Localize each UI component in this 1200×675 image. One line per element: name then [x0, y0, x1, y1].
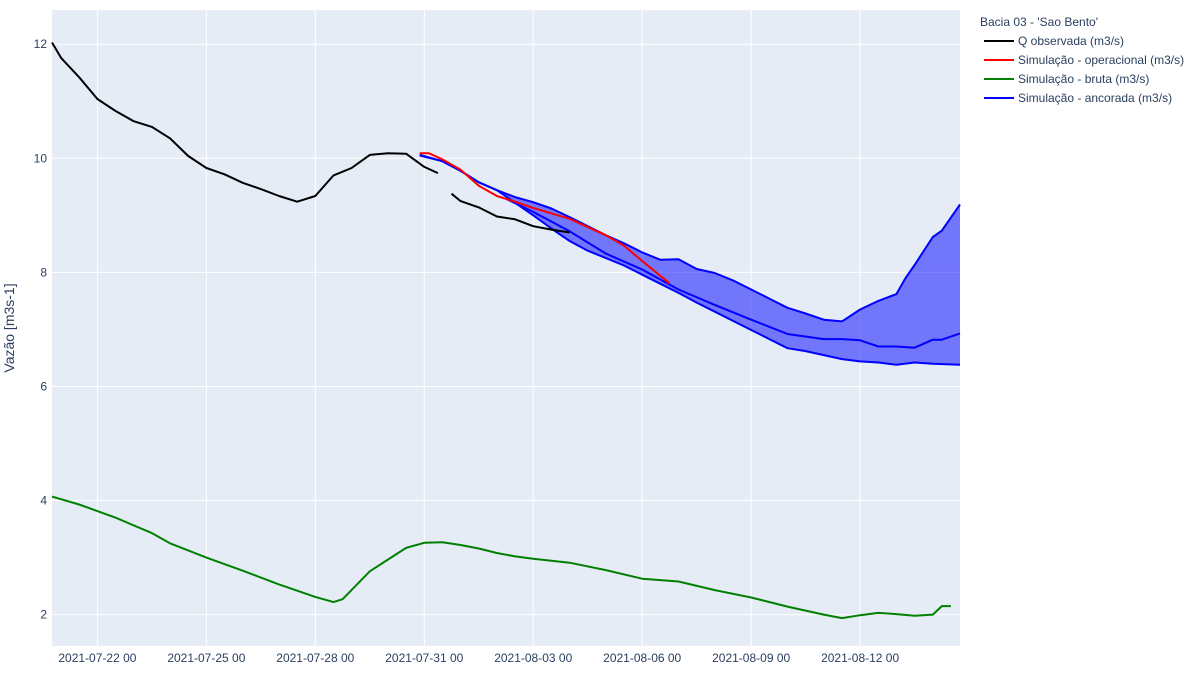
legend-item[interactable]: Simulação - operacional (m3/s)	[984, 53, 1184, 67]
legend-title: Bacia 03 - 'Sao Bento'	[980, 15, 1098, 29]
y-axis-title: Vazão [m3s-1]	[1, 283, 17, 372]
ancorada-middle-line	[505, 197, 961, 349]
legend-label: Q observada (m3/s)	[1018, 34, 1124, 48]
y-tick-label: 10	[34, 151, 48, 165]
legend-item[interactable]: Simulação - bruta (m3/s)	[984, 72, 1149, 86]
y-tick-label: 8	[40, 265, 47, 279]
y-axis-ticks: 2 4 6 8 10 12	[34, 37, 48, 621]
legend-item[interactable]: Simulação - ancorada (m3/s)	[984, 91, 1172, 105]
legend-label: Simulação - operacional (m3/s)	[1018, 53, 1184, 67]
legend[interactable]: Bacia 03 - 'Sao Bento' Q observada (m3/s…	[980, 15, 1184, 105]
x-tick-label: 2021-07-31 00	[385, 651, 463, 665]
ancorada-upper-line	[419, 153, 961, 323]
bruta-line	[51, 495, 951, 620]
gridlines	[52, 10, 960, 646]
legend-label: Simulação - bruta (m3/s)	[1018, 72, 1149, 86]
y-tick-label: 6	[40, 379, 47, 393]
x-tick-label: 2021-07-25 00	[167, 651, 245, 665]
x-tick-label: 2021-08-03 00	[494, 651, 572, 665]
legend-label: Simulação - ancorada (m3/s)	[1018, 91, 1172, 105]
y-tick-label: 2	[40, 608, 47, 622]
x-tick-label: 2021-08-06 00	[603, 651, 681, 665]
ancorada-band-fill	[419, 154, 960, 365]
x-tick-label: 2021-08-12 00	[821, 651, 899, 665]
y-tick-label: 12	[34, 37, 48, 51]
operacional-line	[419, 152, 671, 284]
observed-line	[450, 192, 570, 234]
observed-line	[51, 41, 439, 203]
x-axis-ticks: 2021-07-22 00 2021-07-25 00 2021-07-28 00 2…	[58, 651, 899, 665]
plot-area	[51, 41, 961, 620]
x-tick-label: 2021-07-28 00	[276, 651, 354, 665]
legend-item[interactable]: Q observada (m3/s)	[984, 34, 1124, 48]
y-tick-label: 4	[40, 494, 47, 508]
x-tick-label: 2021-07-22 00	[58, 651, 136, 665]
x-tick-label: 2021-08-09 00	[712, 651, 790, 665]
